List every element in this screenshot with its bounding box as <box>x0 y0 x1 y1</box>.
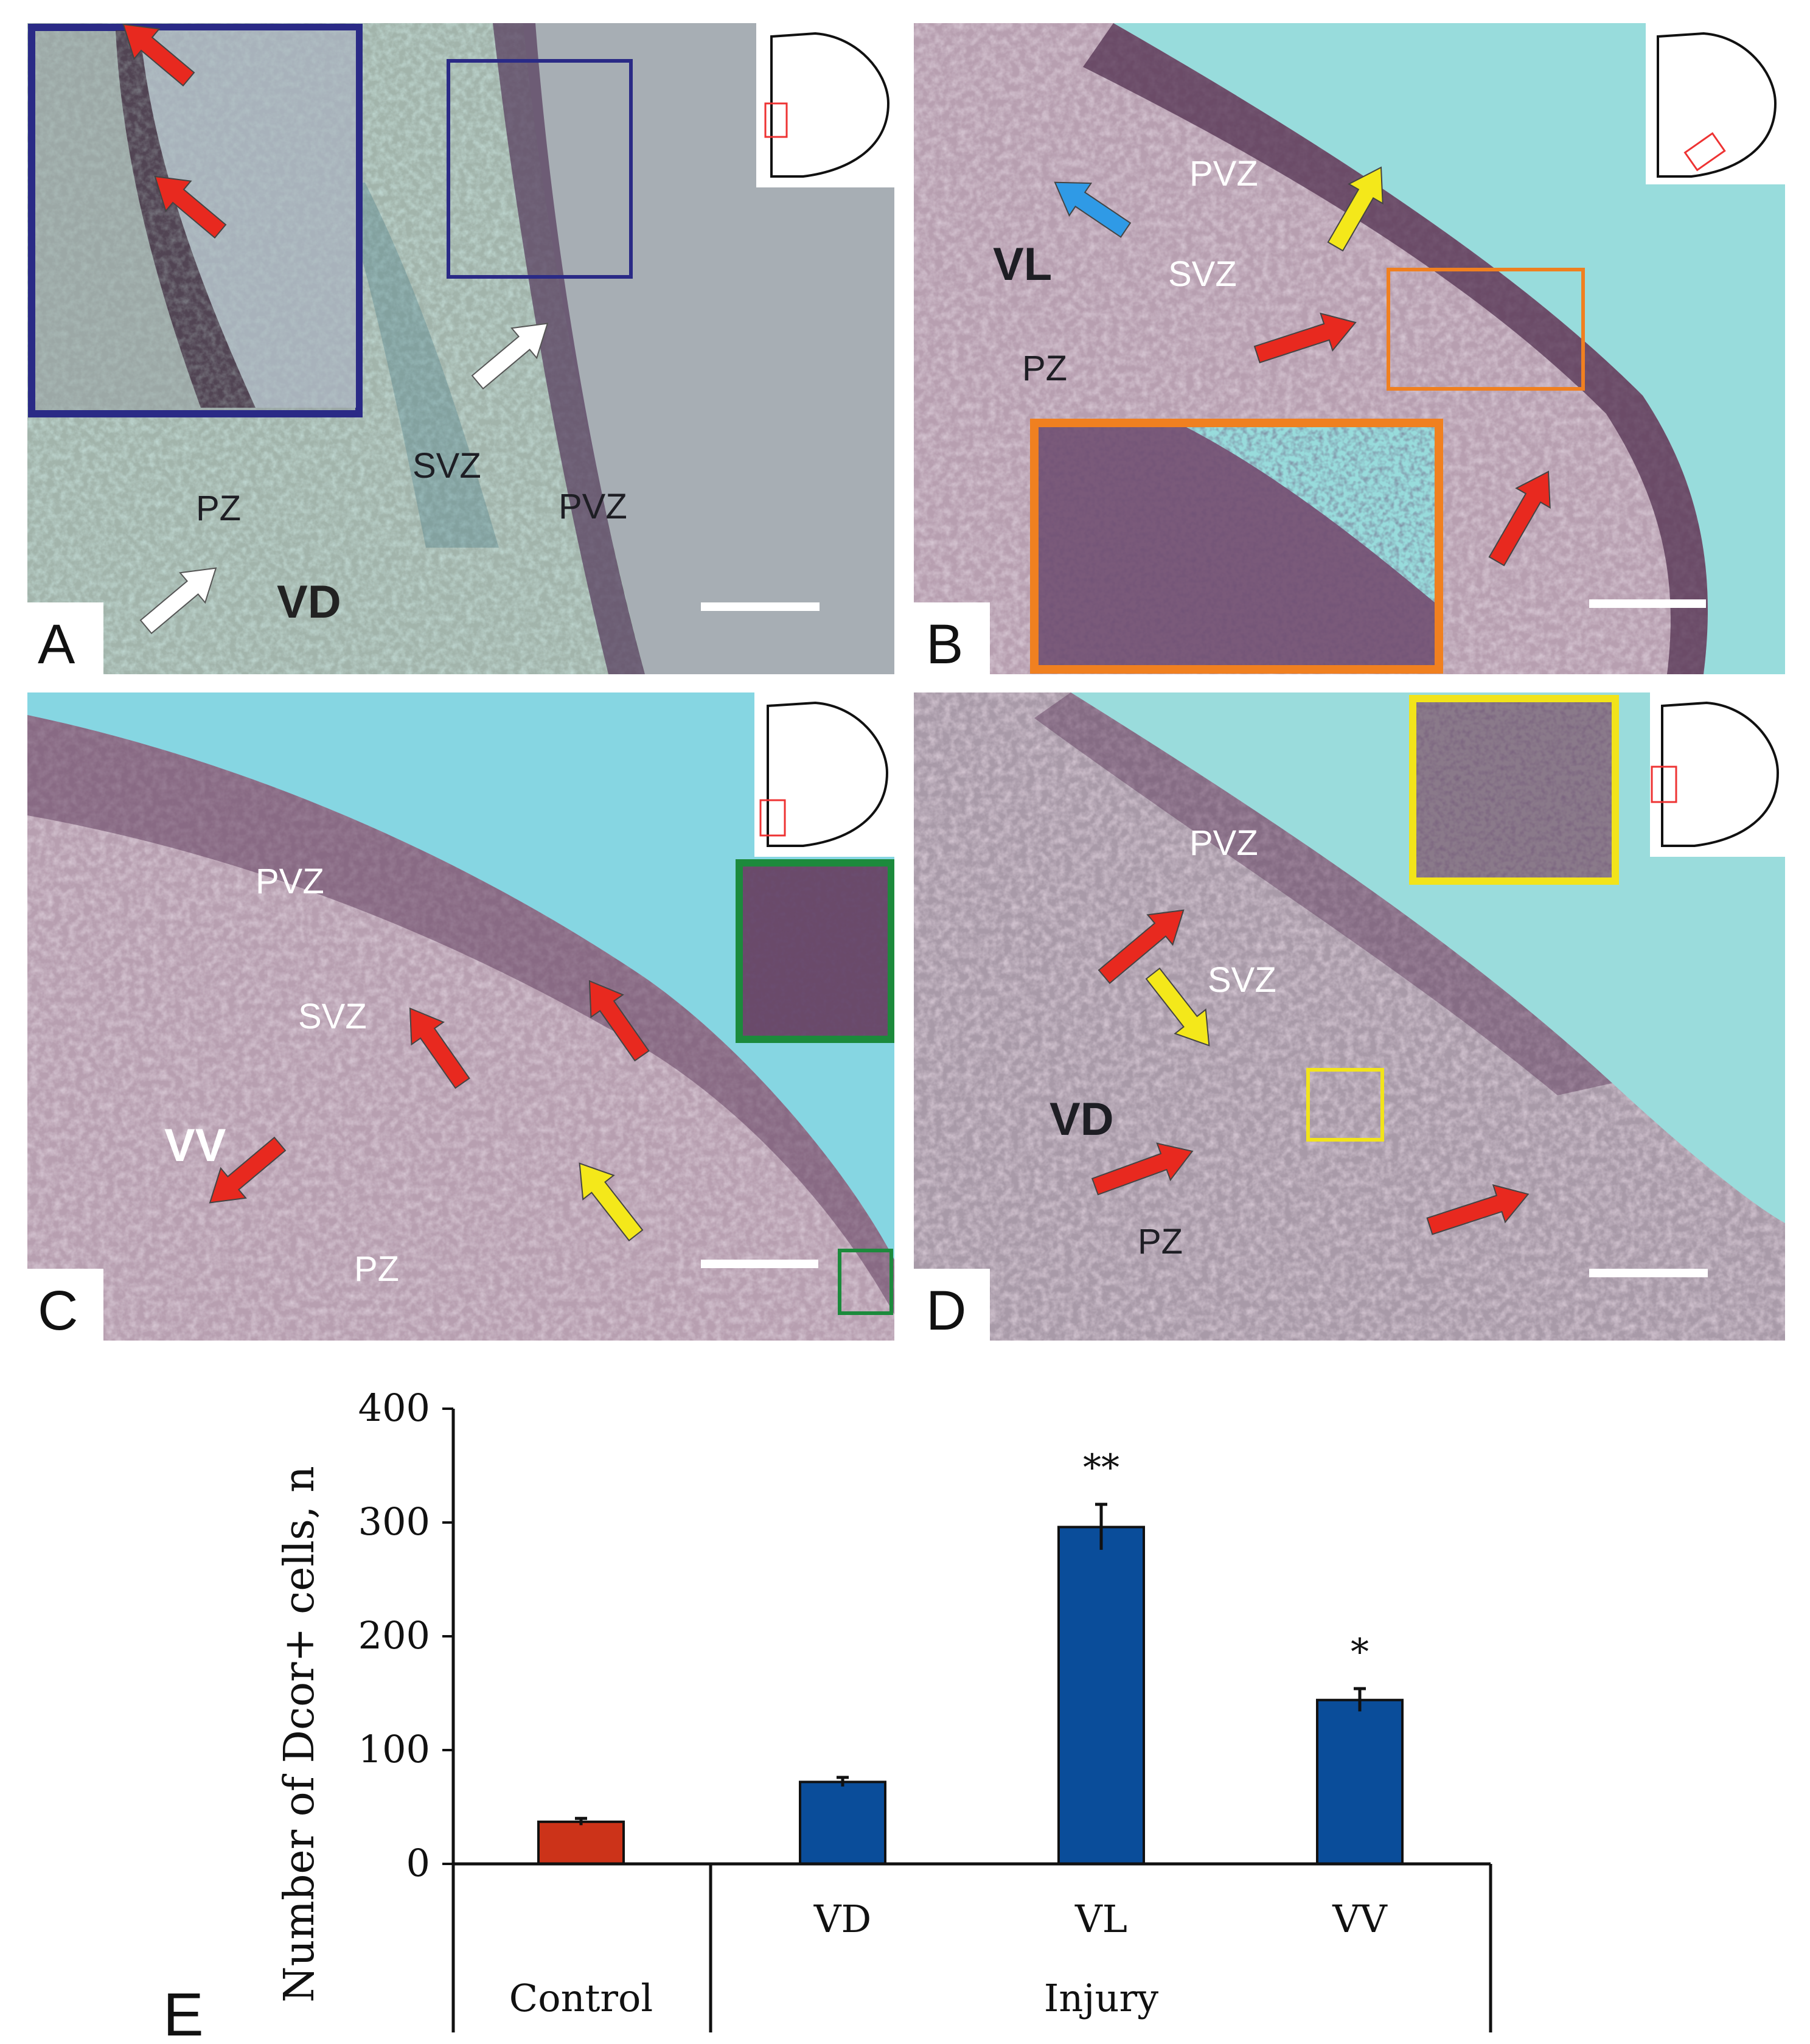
panel-d-brain-schematic <box>1650 692 1785 857</box>
panel-a-zone-svz: SVZ <box>412 446 481 486</box>
chart-y-ticks: 0 100 200 300 400 <box>358 1386 453 1885</box>
panel-d-region-label: VD <box>1049 1094 1114 1145</box>
chart-y-axis-title: Number of Dcor+ cells, n <box>276 1466 324 2003</box>
panel-c-label: C <box>38 1280 78 1342</box>
red-arrow-icon <box>209 1136 287 1204</box>
y-tick-label: 0 <box>406 1841 430 1885</box>
x-group-label: Control <box>509 1976 653 2020</box>
panel-d-zone-svz: SVZ <box>1208 960 1276 1000</box>
panel-b-brain-schematic <box>1646 23 1785 184</box>
panel-a-zone-pz: PZ <box>196 489 241 528</box>
panel-b-zoom-box <box>1387 268 1585 391</box>
panel-a-brain-schematic <box>756 23 894 187</box>
panel-c-zoom-box <box>838 1249 893 1315</box>
panel-b-scale-bar <box>1589 599 1706 608</box>
x-group-label: Injury <box>1044 1976 1158 2020</box>
panel-d-zone-pz: PZ <box>1138 1222 1183 1261</box>
panel-c-micrograph: PVZ SVZ PZ VV C <box>27 692 894 1342</box>
y-tick-label: 100 <box>358 1727 430 1771</box>
panel-c-zone-pvz: PVZ <box>256 862 324 901</box>
bar-control <box>537 1820 625 1866</box>
red-arrow-icon <box>154 175 227 239</box>
panel-a-zone-pvz: PVZ <box>559 487 627 526</box>
bar-vv <box>1316 1698 1404 1865</box>
x-category-label: VD <box>813 1897 871 1941</box>
panel-b-micrograph: PVZ SVZ PZ VL B <box>914 23 1785 675</box>
red-arrow-icon <box>588 980 650 1062</box>
bar-vl <box>1057 1526 1145 1865</box>
panel-a-label: A <box>38 613 75 675</box>
panel-b-zone-pz: PZ <box>1022 349 1067 388</box>
panel-e-bar-chart: Number of Dcor+ cells, n 0 100 200 300 400 *… <box>163 1386 1492 2044</box>
chart-category-labels: VD VL VV Control Injury <box>509 1897 1388 2020</box>
panel-d-micrograph: PVZ SVZ PZ VD D <box>914 692 1785 1342</box>
chart-axes <box>451 1409 1492 2032</box>
panel-e-label: E <box>163 1981 204 2044</box>
chart-bars: *** <box>537 1446 1404 1866</box>
significance-marker: * <box>1351 1631 1369 1673</box>
panel-a-micrograph: PZ SVZ PVZ VD A <box>27 23 894 675</box>
panel-c-scale-bar <box>701 1260 818 1268</box>
red-arrow-icon <box>1253 312 1357 364</box>
panel-a-region-label: VD <box>277 576 341 628</box>
panel-b-zone-pvz: PVZ <box>1189 154 1258 194</box>
x-category-label: VV <box>1332 1897 1388 1941</box>
panel-c-zone-pz: PZ <box>354 1249 399 1289</box>
red-arrow-icon <box>1426 1184 1530 1235</box>
red-arrow-icon <box>1098 909 1185 985</box>
panel-c-brain-schematic <box>754 692 894 857</box>
panel-d-zone-pvz: PVZ <box>1189 823 1258 863</box>
panel-d-zoom-box <box>1306 1068 1384 1142</box>
white-arrow-icon <box>139 567 217 635</box>
white-arrow-icon <box>471 323 549 390</box>
y-tick-label: 300 <box>358 1499 430 1544</box>
red-arrow-icon <box>122 23 195 87</box>
blue-arrow-icon <box>1054 181 1132 238</box>
panel-b-label: B <box>926 613 963 675</box>
panel-d-label: D <box>926 1280 966 1342</box>
panel-b-zone-svz: SVZ <box>1168 254 1237 294</box>
yellow-arrow-icon <box>579 1162 644 1242</box>
panel-a-zoom-box <box>447 59 633 279</box>
red-arrow-icon <box>1091 1142 1194 1196</box>
panel-a-scale-bar <box>701 602 820 611</box>
bar-vd <box>799 1781 886 1866</box>
y-tick-label: 200 <box>358 1613 430 1658</box>
panel-c-zone-svz: SVZ <box>298 997 367 1036</box>
yellow-arrow-icon <box>1327 166 1384 252</box>
significance-marker: ** <box>1083 1446 1119 1489</box>
panel-b-region-label: VL <box>993 239 1052 290</box>
red-arrow-icon <box>409 1007 470 1089</box>
panel-d-scale-bar <box>1589 1269 1708 1277</box>
y-tick-label: 400 <box>358 1386 430 1430</box>
panel-c-region-label: VV <box>164 1120 226 1171</box>
x-category-label: VL <box>1074 1897 1127 1941</box>
yellow-arrow-icon <box>1145 967 1210 1047</box>
red-arrow-icon <box>1488 470 1551 567</box>
